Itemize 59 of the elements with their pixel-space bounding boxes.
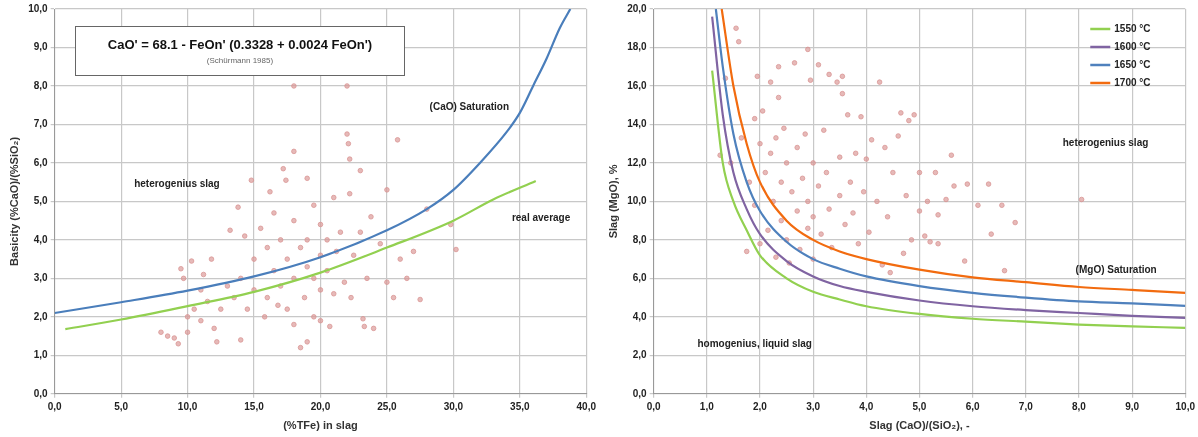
legend-label: 1700 °C	[1114, 76, 1151, 88]
annotation: homogenius, liquid slag	[697, 337, 812, 349]
y-tick-label: 8,0	[632, 233, 648, 245]
annotation: CaO' = 68.1 - FeOn' (0.3328 + 0.0024 FeOn')	[106, 37, 374, 52]
formula-box: CaO' = 68.1 - FeOn' (0.3328 + 0.0024 FeOn') (Schürmann 1985)	[75, 26, 405, 76]
x-tick-label: 1,0	[699, 400, 715, 412]
x-tick-label: 10,0	[177, 400, 198, 412]
y-tick-label: 5,0	[33, 195, 49, 207]
y-tick-label: 7,0	[33, 118, 49, 130]
x-tick-label: 9,0	[1125, 400, 1140, 412]
y-tick-label: 20,0	[627, 2, 648, 14]
x-tick-label: 25,0	[377, 400, 398, 412]
x-tick-label: 0,0	[47, 400, 63, 412]
y-tick-label: 1,0	[33, 349, 49, 361]
y-tick-label: 10,0	[627, 195, 648, 207]
annotation: (MgO) Saturation	[1075, 264, 1157, 276]
annotation: (Schürmann 1985)	[205, 56, 275, 65]
annotation: real average	[511, 212, 571, 224]
x-tick-label: 35,0	[510, 400, 530, 412]
legend-label: 1650 °C	[1114, 58, 1151, 70]
y-tick-label: 16,0	[627, 79, 648, 91]
legend-label: 1550 °C	[1114, 22, 1151, 34]
x-tick-label: 5,0	[912, 400, 927, 412]
x-tick-label: 10,0	[1175, 400, 1196, 412]
y-tick-label: 0,0	[33, 387, 49, 399]
y-tick-label: 12,0	[627, 156, 648, 168]
y-tick-label: 0,0	[632, 387, 648, 399]
x-tick-label: 7,0	[1018, 400, 1034, 412]
y-tick-label: 2,0	[33, 310, 49, 322]
y-tick-label: 6,0	[632, 272, 648, 284]
annotation: heterogenius slag	[134, 177, 220, 189]
annotation: (CaO) Saturation	[429, 100, 510, 112]
x-tick-label: 0,0	[646, 400, 662, 412]
x-tick-label: 20,0	[310, 400, 331, 412]
x-tick-label: 4,0	[859, 400, 874, 412]
y-tick-label: 2,0	[632, 349, 648, 361]
annotation: heterogenius slag	[1062, 137, 1149, 149]
x-tick-label: 3,0	[806, 400, 821, 412]
x-tick-label: 6,0	[965, 400, 981, 412]
x-tick-label: 5,0	[114, 400, 129, 412]
y-tick-label: 3,0	[33, 272, 49, 284]
y-tick-label: 8,0	[33, 79, 49, 91]
y-tick-label: 4,0	[33, 233, 49, 245]
y-tick-label: 14,0	[627, 118, 648, 130]
y-tick-label: 18,0	[627, 41, 648, 53]
x-tick-label: 15,0	[244, 400, 265, 412]
x-axis-title: Slag (CaO)/(SiO₂), -	[869, 419, 970, 432]
legend-label: 1600 °C	[1114, 40, 1151, 52]
y-tick-label: 4,0	[632, 310, 648, 322]
y-tick-label: 10,0	[28, 2, 49, 14]
x-tick-label: 40,0	[576, 400, 597, 412]
x-tick-label: 2,0	[753, 400, 768, 412]
x-tick-label: 30,0	[443, 400, 464, 412]
y-tick-label: 6,0	[33, 156, 49, 168]
y-tick-label: 9,0	[33, 41, 49, 53]
y-axis-title: Slag (MgO), %	[606, 164, 619, 239]
y-axis-title: Basicity (%CaO)/(%SiO₂)	[7, 136, 20, 266]
x-tick-label: 8,0	[1071, 400, 1087, 412]
x-axis-title: (%TFe) in slag	[283, 419, 358, 432]
